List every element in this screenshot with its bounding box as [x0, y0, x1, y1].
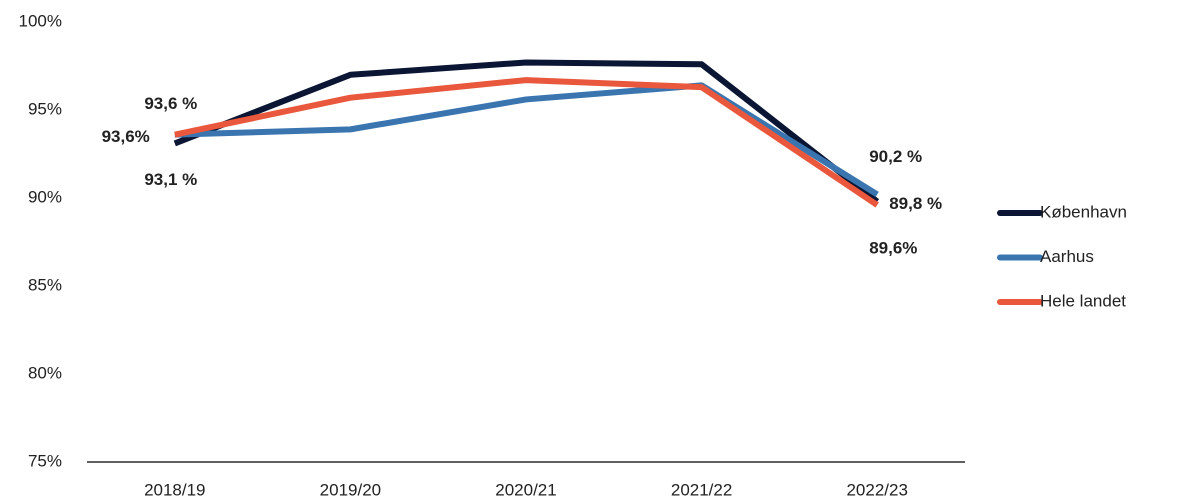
- series-line: [173, 59, 880, 204]
- series-line: [174, 82, 879, 198]
- legend-label: Aarhus: [1040, 247, 1094, 266]
- y-tick-label: 80%: [28, 363, 62, 382]
- x-tick-label: 2021/22: [671, 480, 732, 499]
- data-label: 89,6%: [869, 239, 917, 258]
- y-tick-label: 95%: [28, 99, 62, 118]
- legend-label: København: [1040, 202, 1127, 221]
- data-label: 90,2 %: [869, 147, 922, 166]
- data-label: 93,1 %: [144, 170, 197, 189]
- x-tick-label: 2019/20: [320, 480, 381, 499]
- y-tick-label: 75%: [28, 451, 62, 470]
- data-label: 93,6 %: [144, 94, 197, 113]
- data-label: 93,6%: [102, 127, 150, 146]
- x-tick-label: 2022/23: [846, 480, 907, 499]
- y-tick-label: 100%: [19, 11, 62, 30]
- x-tick-label: 2018/19: [144, 480, 205, 499]
- data-label: 89,8 %: [889, 194, 942, 213]
- legend-label: Hele landet: [1040, 291, 1126, 310]
- y-tick-label: 90%: [28, 187, 62, 206]
- x-tick-label: 2020/21: [495, 480, 556, 499]
- series-line: [174, 77, 879, 208]
- y-tick-label: 85%: [28, 275, 62, 294]
